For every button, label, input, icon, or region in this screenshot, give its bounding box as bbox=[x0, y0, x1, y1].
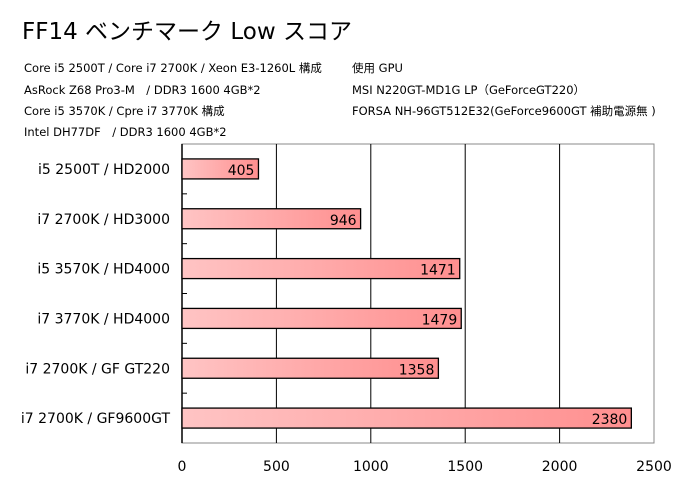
bar bbox=[181, 357, 440, 379]
bar bbox=[181, 208, 362, 230]
bar bbox=[181, 407, 632, 429]
note-left-2: AsRock Z68 Pro3-M / DDR3 1600 4GB*2 bbox=[24, 83, 261, 97]
x-tick-label: 2000 bbox=[542, 459, 578, 475]
y-tick-label: i7 2700K / HD3000 bbox=[37, 212, 170, 228]
y-tick-label: i7 2700K / GF9600GT bbox=[21, 411, 171, 427]
data-label: 1479 bbox=[422, 312, 458, 328]
data-label: 946 bbox=[330, 213, 357, 229]
x-tick-label: 0 bbox=[178, 459, 187, 475]
chart-title: FF14 ベンチマーク Low スコア bbox=[22, 19, 352, 45]
note-left-3: Core i5 3570K / Cpre i7 3770K 構成 bbox=[24, 104, 225, 118]
y-tick-label: i7 2700K / GF GT220 bbox=[25, 361, 170, 377]
y-tick-label: i7 3770K / HD4000 bbox=[37, 311, 170, 327]
x-tick-label: 500 bbox=[263, 459, 290, 475]
data-label: 1471 bbox=[420, 263, 456, 279]
note-right-1: 使用 GPU bbox=[352, 61, 403, 75]
bar bbox=[181, 257, 461, 280]
note-left-1: Core i5 2500T / Core i7 2700K / Xeon E3-… bbox=[24, 61, 322, 75]
x-tick-label: 1500 bbox=[447, 459, 483, 475]
data-label: 1358 bbox=[399, 362, 435, 378]
note-right-3: FORSA NH-96GT512E32(GeForce9600GT 補助電源無 … bbox=[352, 104, 656, 118]
plot-border bbox=[181, 143, 655, 444]
data-label: 405 bbox=[228, 163, 255, 179]
x-tick-label: 2500 bbox=[636, 459, 672, 475]
y-tick-label: i5 2500T / HD2000 bbox=[38, 162, 170, 178]
data-label: 2380 bbox=[592, 412, 628, 428]
x-tick-label: 1000 bbox=[353, 459, 389, 475]
note-right-2: MSI N220GT-MD1G LP（GeForceGT220） bbox=[352, 83, 586, 97]
y-tick-label: i5 3570K / HD4000 bbox=[37, 262, 170, 278]
bar bbox=[181, 307, 462, 330]
note-left-4: Intel DH77DF / DDR3 1600 4GB*2 bbox=[24, 125, 227, 139]
bar bbox=[181, 158, 260, 180]
